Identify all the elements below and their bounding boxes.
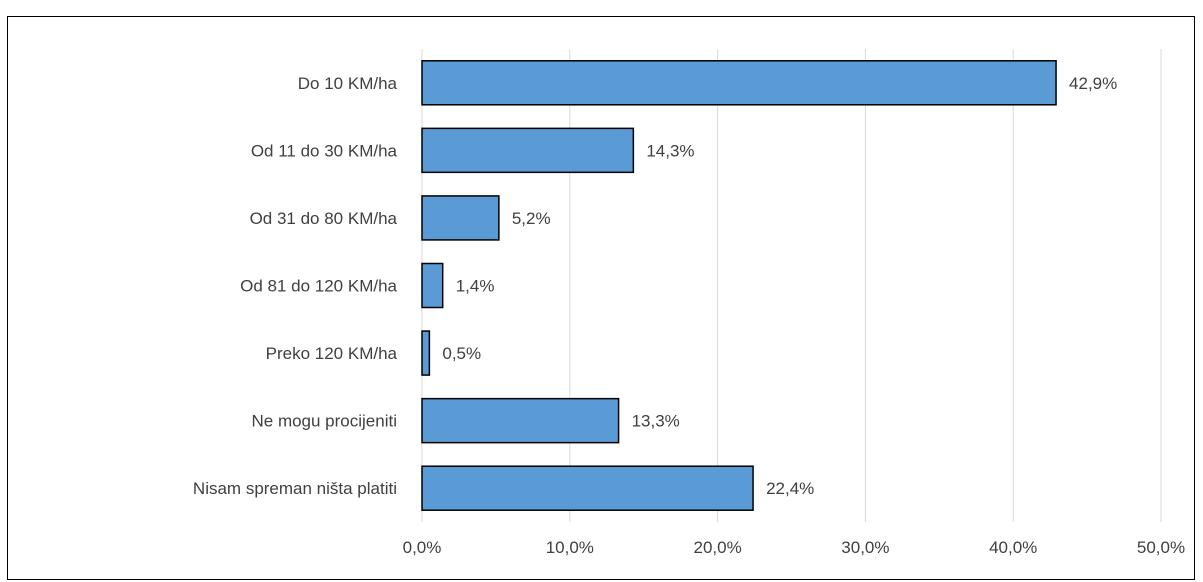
x-tick-label: 10,0%	[546, 538, 594, 557]
bar	[421, 262, 444, 309]
category-label: Od 11 do 30 KM/ha	[251, 141, 398, 160]
bar	[421, 60, 1057, 106]
data-label: 22,4%	[766, 479, 814, 498]
data-label: 1,4%	[456, 277, 495, 296]
bar	[421, 330, 431, 376]
x-tick-label: 20,0%	[693, 538, 741, 557]
labels: 0,0% 10,0% 20,0% 30,0% 40,0% 50,0% Do 10 KM/ha…	[193, 74, 1185, 557]
category-label: Nisam spreman ništa platiti	[193, 479, 397, 498]
category-label: Preko 120 KM/ha	[266, 344, 398, 363]
bar	[421, 127, 635, 174]
data-label: 13,3%	[632, 412, 680, 431]
bars	[421, 60, 1057, 511]
category-label: Ne mogu procijeniti	[251, 412, 397, 431]
x-tick-label: 0,0%	[403, 538, 442, 557]
bar	[421, 465, 754, 511]
x-tick-label: 30,0%	[841, 538, 889, 557]
x-tick-label: 50,0%	[1137, 538, 1185, 557]
bar	[421, 195, 500, 241]
data-label: 42,9%	[1069, 74, 1117, 93]
bar	[421, 397, 620, 444]
grid-lines	[421, 49, 1162, 522]
category-label: Do 10 KM/ha	[298, 74, 398, 93]
x-tick-label: 40,0%	[989, 538, 1037, 557]
data-label: 5,2%	[512, 209, 551, 228]
category-label: Od 81 do 120 KM/ha	[240, 277, 397, 296]
category-label: Od 31 do 80 KM/ha	[250, 209, 398, 228]
data-label: 14,3%	[646, 141, 694, 160]
data-label: 0,5%	[442, 344, 481, 363]
